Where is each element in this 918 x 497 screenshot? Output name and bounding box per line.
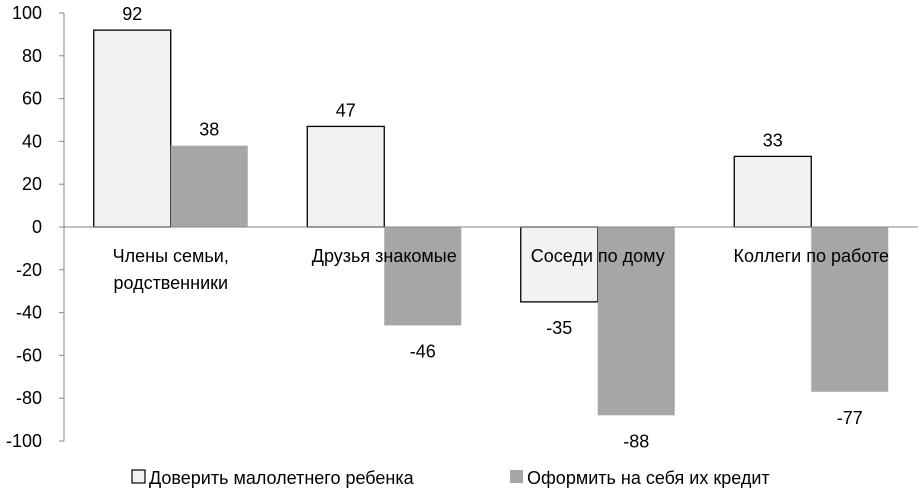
category-label: Соседи по дому: [531, 246, 665, 266]
y-tick-label: 60: [22, 89, 42, 109]
bar-series2-cat3: [597, 227, 675, 416]
data-label: 33: [763, 130, 783, 150]
bars: [93, 29, 889, 416]
y-axis: 100 80 60 40 20 0 -20 -40 -60 -80 -100: [6, 3, 65, 451]
y-tick-label: 20: [22, 174, 42, 194]
y-tick-label: 100: [12, 3, 42, 23]
legend-label: Оформить на себя их кредит: [527, 468, 770, 488]
bar-series1-cat4: [733, 155, 812, 228]
y-tick-label: 40: [22, 131, 42, 151]
data-label: -35: [546, 318, 572, 338]
legend-swatch: [131, 469, 146, 484]
data-label: -88: [623, 431, 649, 451]
bar-series2-cat2: [384, 227, 462, 326]
data-label: 92: [122, 4, 142, 24]
category-labels: Члены семьи, родственники Друзья знакомые С…: [113, 246, 889, 293]
y-tick-label: -60: [16, 345, 42, 365]
bar-series1-cat2: [306, 125, 385, 228]
category-label: Друзья знакомые: [312, 246, 457, 266]
y-tick-label: -80: [16, 388, 42, 408]
data-label: 38: [199, 120, 219, 140]
y-tick-label: 0: [32, 217, 42, 237]
bar-series1-cat1: [93, 29, 172, 228]
y-tick-label: 80: [22, 46, 42, 66]
bar-series2-cat4: [811, 227, 889, 392]
legend-swatch: [510, 470, 523, 483]
y-tick-label: -100: [6, 431, 42, 451]
data-label: -77: [837, 408, 863, 428]
data-labels: 92 47 -35 33 38 -46 -88 -77: [122, 4, 863, 451]
bar-series2-cat1: [170, 145, 248, 227]
legend-label: Доверить малолетнего ребенка: [149, 468, 415, 488]
category-label: Члены семьи, родственники: [113, 246, 229, 293]
legend: Доверить малолетнего ребенка Оформить на …: [131, 468, 770, 488]
data-label: 47: [336, 100, 356, 120]
y-tick-label: -20: [16, 260, 42, 280]
category-label: Коллеги по работе: [734, 246, 890, 266]
bar-series1-cat3: [520, 226, 599, 303]
y-tick-label: -40: [16, 303, 42, 323]
data-label: -46: [410, 341, 436, 361]
